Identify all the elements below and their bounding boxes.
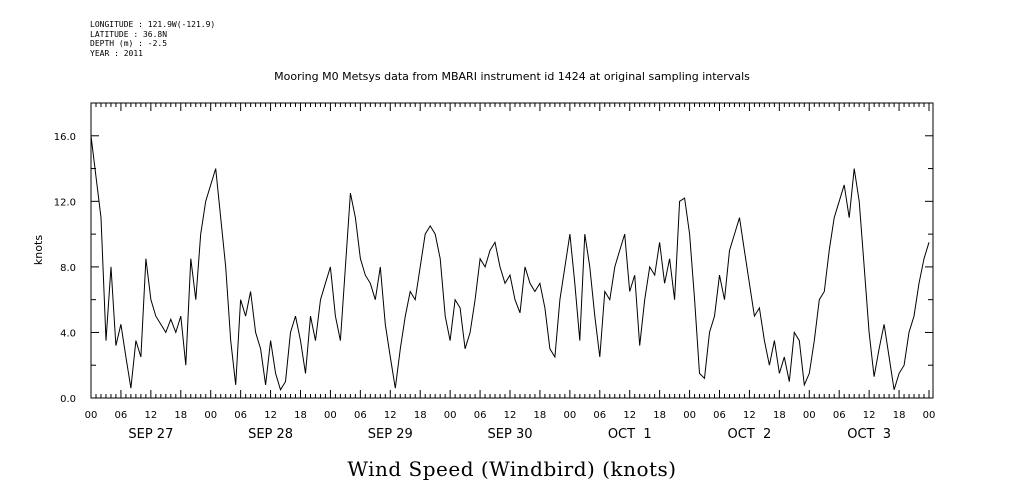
x-tick-label: 18 xyxy=(773,410,786,421)
y-axis-label: knots xyxy=(32,235,45,265)
x-tick-label: 18 xyxy=(294,410,307,421)
x-tick-label: 06 xyxy=(593,410,606,421)
series-line-wind-speed xyxy=(90,135,930,392)
x-tick-label: 06 xyxy=(115,410,128,421)
x-date-label: SEP 27 xyxy=(128,427,173,442)
x-tick-label: 06 xyxy=(474,410,487,421)
y-axis: 0.0 4.0 8.0 12.0 16.0 xyxy=(54,102,933,405)
y-tick-label: 0.0 xyxy=(60,394,76,405)
x-axis: 00 06 12 18 00 06 12 18 00 06 12 18 00 06 12 18 00 06 12 18… xyxy=(85,103,936,442)
x-tick-label: 00 xyxy=(324,410,337,421)
x-tick-label: 18 xyxy=(534,410,547,421)
x-tick-label: 12 xyxy=(264,410,277,421)
x-tick-label: 00 xyxy=(923,410,936,421)
y-tick-label: 4.0 xyxy=(60,328,76,339)
x-tick-label: 00 xyxy=(683,410,696,421)
x-tick-label: 12 xyxy=(863,410,876,421)
x-tick-label: 12 xyxy=(384,410,397,421)
x-tick-label: 00 xyxy=(85,410,98,421)
x-tick-label: 00 xyxy=(444,410,457,421)
x-tick-label: 12 xyxy=(623,410,636,421)
x-tick-label: 06 xyxy=(354,410,367,421)
metadata-block: LONGITUDE : 121.9W(-121.9) LATITUDE : 36… xyxy=(90,20,215,58)
longitude-text: LONGITUDE : 121.9W(-121.9) xyxy=(90,20,216,29)
x-tick-label: 00 xyxy=(204,410,217,421)
plot-frame xyxy=(90,102,934,399)
y-tick-label: 16.0 xyxy=(54,132,76,143)
x-date-label: SEP 29 xyxy=(368,427,413,442)
x-tick-label: 00 xyxy=(563,410,576,421)
x-tick-label: 18 xyxy=(653,410,666,421)
x-tick-label: 12 xyxy=(144,410,157,421)
depth-text: DEPTH (m) : -2.5 xyxy=(90,39,168,48)
x-tick-label: 18 xyxy=(414,410,427,421)
x-date-label: OCT 2 xyxy=(728,427,772,442)
x-date-label: SEP 30 xyxy=(488,427,533,442)
x-tick-label: 12 xyxy=(743,410,756,421)
x-tick-label: 18 xyxy=(174,410,187,421)
x-tick-label: 06 xyxy=(833,410,846,421)
x-date-label: OCT 3 xyxy=(847,427,891,442)
x-tick-label: 12 xyxy=(504,410,517,421)
y-tick-label: 8.0 xyxy=(60,263,76,274)
x-tick-label: 06 xyxy=(234,410,247,421)
x-tick-label: 18 xyxy=(893,410,906,421)
year-text: YEAR : 2011 xyxy=(90,48,143,58)
x-tick-label: 00 xyxy=(803,410,816,421)
latitude-text: LATITUDE : 36.8N xyxy=(90,29,168,39)
y-tick-label: 12.0 xyxy=(54,197,76,208)
x-tick-label: 06 xyxy=(713,410,726,421)
chart-title: Mooring M0 Metsys data from MBARI instru… xyxy=(274,70,750,83)
x-date-label: SEP 28 xyxy=(248,427,293,442)
x-axis-label: Wind Speed (Windbird) (knots) xyxy=(347,457,676,481)
x-date-label: OCT 1 xyxy=(608,427,652,442)
